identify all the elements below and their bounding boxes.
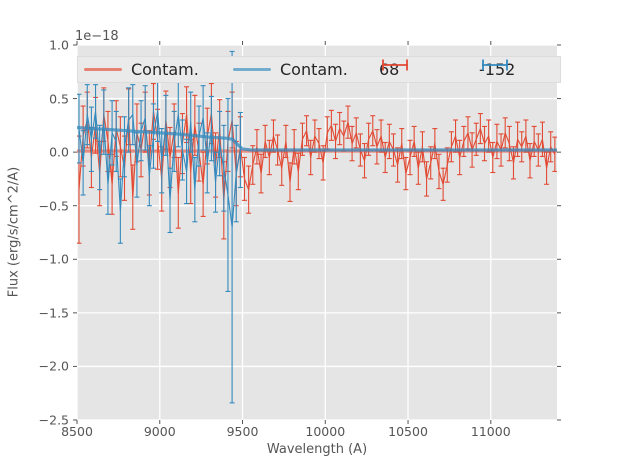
y-tick-label: −2.0: [38, 358, 69, 374]
y-tick-label: 0.0: [49, 144, 69, 160]
x-tick-label: 9000: [143, 424, 176, 439]
y-tick-label: −1.5: [38, 305, 69, 321]
legend-item: 68: [379, 57, 408, 82]
y-tick-label: −1.0: [38, 251, 69, 267]
y-axis-title: Flux (erg/s/cm^2/A): [6, 166, 22, 298]
legend-item: Contam.: [84, 57, 199, 82]
x-tick-label: 10000: [305, 424, 346, 439]
y-tick-label: 1.0: [49, 37, 69, 53]
y-axis-offset-label: 1e−18: [75, 29, 119, 44]
data-series: [77, 50, 557, 404]
legend-errorbar-swatch-icon: [382, 59, 408, 71]
legend-line-swatch-icon: [233, 67, 271, 72]
tick-marks: [73, 41, 561, 424]
legend-item: Contam.: [233, 57, 348, 82]
x-tick-label: 10500: [388, 424, 428, 439]
legend-item: -152: [479, 57, 515, 82]
x-tick-label: 8500: [61, 424, 93, 439]
legend-item-label: Contam.: [131, 60, 199, 79]
y-tick-label: −2.5: [38, 412, 69, 428]
legend-errorbar-swatch-icon: [482, 59, 508, 71]
axes-background: [77, 45, 557, 420]
x-axis-title: Wavelength (A): [266, 442, 368, 457]
legend-line-swatch-icon: [84, 67, 122, 72]
x-tick-label: 11000: [470, 424, 511, 439]
y-tick-label: −0.5: [38, 198, 69, 214]
series-contam-line-blue: [77, 125, 557, 152]
y-tick-label: 0.5: [49, 91, 69, 107]
x-tick-label: 9500: [226, 424, 259, 439]
legend-item-label: Contam.: [280, 60, 348, 79]
legend: Contam. Contam. 68 -152: [77, 56, 561, 83]
